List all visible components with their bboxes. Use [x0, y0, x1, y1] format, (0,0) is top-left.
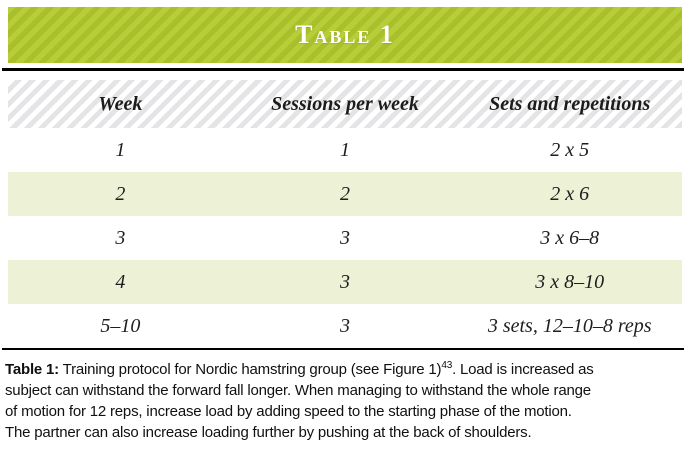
caption-line-2: subject can withstand the forward fall l… [5, 382, 591, 399]
cell-sets: 2 x 6 [550, 182, 590, 205]
column-header-week: Week [98, 92, 143, 115]
bottom-rule [2, 348, 684, 350]
cell-week: 1 [115, 138, 126, 161]
table-banner-title: Table 1 [295, 20, 395, 49]
table-row: 4 3 3 x 8–10 [8, 260, 682, 304]
table-caption: Table 1: Training protocol for Nordic ha… [5, 359, 684, 443]
top-rule [2, 68, 684, 71]
caption-label: Table 1: [5, 361, 59, 378]
cell-sets: 3 sets, 12–10–8 reps [487, 314, 652, 337]
caption-text: . Load is increased as [452, 361, 594, 378]
cell-week: 2 [115, 182, 126, 205]
cell-sets: 3 x 6–8 [540, 226, 600, 249]
cell-week: 3 [115, 226, 126, 249]
cell-sessions: 1 [339, 138, 350, 161]
cell-sessions: 3 [339, 270, 350, 293]
caption-text: Training protocol for Nordic hamstring g… [58, 361, 442, 378]
caption-line-3: of motion for 12 reps, increase load by … [5, 403, 572, 420]
caption-line-1: Table 1: Training protocol for Nordic ha… [5, 359, 684, 380]
column-header-sets: Sets and repetitions [489, 92, 651, 115]
table-row: 5–10 3 3 sets, 12–10–8 reps [8, 304, 682, 348]
table-banner: Table 1 [8, 7, 682, 63]
table-row: 2 2 2 x 6 [8, 172, 682, 216]
cell-sets: 2 x 5 [550, 138, 590, 161]
table-row: 3 3 3 x 6–8 [8, 216, 682, 260]
table-header-row: Week Sessions per week Sets and repetiti… [8, 80, 682, 128]
cell-sessions: 3 [339, 226, 350, 249]
table-row: 1 1 2 x 5 [8, 128, 682, 172]
cell-week: 4 [115, 270, 126, 293]
caption-line-4: The partner can also increase loading fu… [5, 424, 532, 441]
cell-sessions: 2 [339, 182, 350, 205]
cell-sets: 3 x 8–10 [535, 270, 605, 293]
citation-superscript: 43 [441, 360, 453, 371]
cell-week: 5–10 [100, 314, 141, 337]
column-header-sessions: Sessions per week [271, 92, 419, 115]
cell-sessions: 3 [339, 314, 350, 337]
